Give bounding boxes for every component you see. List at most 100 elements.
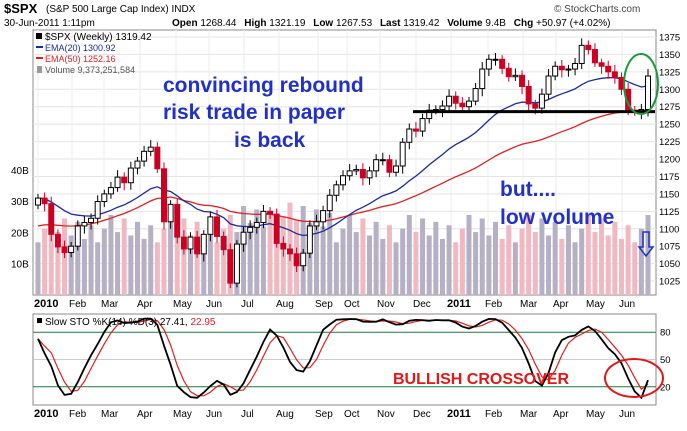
volume-bar [168,215,174,295]
volume-bar [493,221,498,295]
price-tick-label: 1025 [659,277,680,288]
x-axis-label: 2010 [34,298,58,310]
candle-body [393,165,400,173]
volume-bar [473,232,479,295]
volume-bar [201,238,207,295]
price-tick-label: 1275 [659,102,680,113]
candle-body [54,233,61,248]
volume-bar [539,218,545,295]
x-axis-label: Feb [485,299,503,310]
candle-body [107,187,114,195]
x-axis-label: Jun [619,409,635,420]
volume-bar [274,229,280,295]
x-axis-label: Jul [241,299,254,310]
annotation-volume-1: but.... [500,178,556,201]
price-tick-label: 1325 [659,67,680,78]
candle-body [459,102,466,108]
volume-bar [526,215,532,295]
volume-bar [307,223,313,295]
volume-bar [552,221,558,295]
price-tick-label: 1250 [659,120,680,131]
stoch-tick-label: 20 [660,382,671,393]
x-axis-label: Apr [553,299,569,310]
candle-body [538,93,545,109]
x-axis-label: 2011 [447,298,471,310]
candle-body [326,194,333,212]
volume-bar [632,242,638,295]
candle-body [207,216,214,235]
volume-bar [393,242,399,295]
x-axis-label: Feb [485,409,503,420]
volume-tick-label: 30B [11,197,29,208]
x-axis-label: 2011 [447,408,471,420]
x-axis-label: Aug [276,409,294,420]
candle-body [552,65,559,77]
volume-bar [453,242,459,295]
volume-bar [373,221,379,295]
price-tick-label: 1075 [659,242,680,253]
volume-bar [420,218,426,295]
candle-body [273,213,280,244]
candle-body [187,236,194,250]
volume-bar [108,215,114,295]
volume-bar [320,226,326,295]
x-axis-label: Mar [101,299,119,310]
candle-body [485,58,492,70]
candle-body [505,67,512,78]
candle-body [525,85,532,105]
volume-bar [81,238,87,295]
volume-tick-label: 10B [11,260,29,271]
volume-bar [360,218,366,295]
symbol-title: $SPX [4,1,38,16]
volume-bar [121,218,127,295]
volume-bar [592,232,598,295]
volume-bar [247,223,253,295]
price-tick-label: 1200 [659,155,680,166]
candle-body [578,44,585,64]
volume-bar [48,215,54,295]
volume-bar [439,238,445,295]
candle-body [35,197,41,206]
candle-body [366,170,373,179]
volume-bar [333,242,339,295]
annotation-rebound-3: is back [234,129,306,152]
price-tick-label: 1225 [659,137,680,148]
volume-bar [68,235,74,295]
volume-bar [161,228,167,295]
ema20-line [37,77,649,237]
candle-body [121,176,128,184]
x-axis-label: Dec [413,409,431,420]
volume-bar [327,212,333,295]
candle-body [598,62,605,67]
x-axis-label: Oct [344,409,360,420]
volume-bar [340,228,346,295]
x-axis-label: Jun [206,299,222,310]
candle-body [645,75,651,110]
candle-body [320,210,327,223]
volume-bar [42,228,48,295]
ema50-line [37,109,649,227]
volume-bar [519,228,525,295]
candle-body [585,44,592,51]
volume-bar [572,242,578,295]
volume-bar [101,228,107,295]
volume-bar [347,215,353,295]
x-axis-label: Sep [315,299,333,310]
candle-body [74,225,81,247]
candle-body [61,246,68,253]
candle-body [572,62,579,70]
candle-body [253,221,260,228]
volume-bar [254,209,260,295]
candlesticks [35,38,651,289]
stochastic-legend: Slow STO %K(14) %D(3) 27.41, 22.95 [37,317,216,328]
volume-bar [174,232,180,295]
price-tick-label: 1175 [659,172,679,183]
x-axis-label: Apr [553,409,569,420]
volume-bar [207,225,213,295]
volume-bar [115,232,121,295]
x-axis-label: Jul [241,409,254,420]
annotation-crossover: BULLISH CROSSOVER [393,371,569,388]
legend-price: $SPX (Weekly) 1319.42 [45,32,152,43]
